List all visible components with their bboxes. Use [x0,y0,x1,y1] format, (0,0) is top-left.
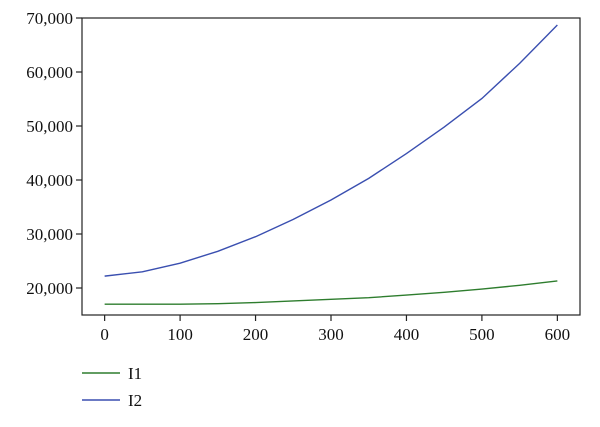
y-tick-label: 40,000 [26,171,73,190]
series-layer [104,24,558,305]
x-tick-label: 100 [167,325,193,344]
legend-label-i2: I2 [128,391,142,410]
x-tick-4: 400 [394,315,420,344]
y-tick-label: 20,000 [26,279,73,298]
y-tick-4: 60,000 [26,63,82,82]
y-tick-5: 70,000 [26,9,82,28]
legend: I1 I2 [82,364,142,410]
x-tick-label: 600 [545,325,571,344]
x-tick-label: 0 [100,325,109,344]
y-tick-label: 30,000 [26,225,73,244]
y-tick-label: 60,000 [26,63,73,82]
y-tick-2: 40,000 [26,171,82,190]
legend-item-i2: I2 [82,391,142,410]
x-tick-label: 200 [243,325,269,344]
series-line-i2 [104,24,558,277]
y-tick-0: 20,000 [26,279,82,298]
legend-label-i1: I1 [128,364,142,383]
x-tick-2: 200 [243,315,269,344]
x-tick-label: 500 [469,325,495,344]
x-tick-6: 600 [545,315,571,344]
legend-item-i1: I1 [82,364,142,383]
x-tick-label: 300 [318,325,344,344]
x-tick-0: 0 [100,315,109,344]
y-tick-1: 30,000 [26,225,82,244]
x-tick-1: 100 [167,315,193,344]
plot-frame [81,17,581,316]
y-tick-3: 50,000 [26,117,82,136]
y-tick-label: 50,000 [26,117,73,136]
x-tick-5: 500 [469,315,495,344]
y-axis: 20,000 30,000 40,000 50,000 60,000 70,00… [26,9,82,298]
series-line-i1 [104,280,558,305]
x-tick-3: 300 [318,315,344,344]
x-tick-label: 400 [394,325,420,344]
x-axis: 0 100 200 300 400 500 600 [100,315,570,344]
y-tick-label: 70,000 [26,9,73,28]
